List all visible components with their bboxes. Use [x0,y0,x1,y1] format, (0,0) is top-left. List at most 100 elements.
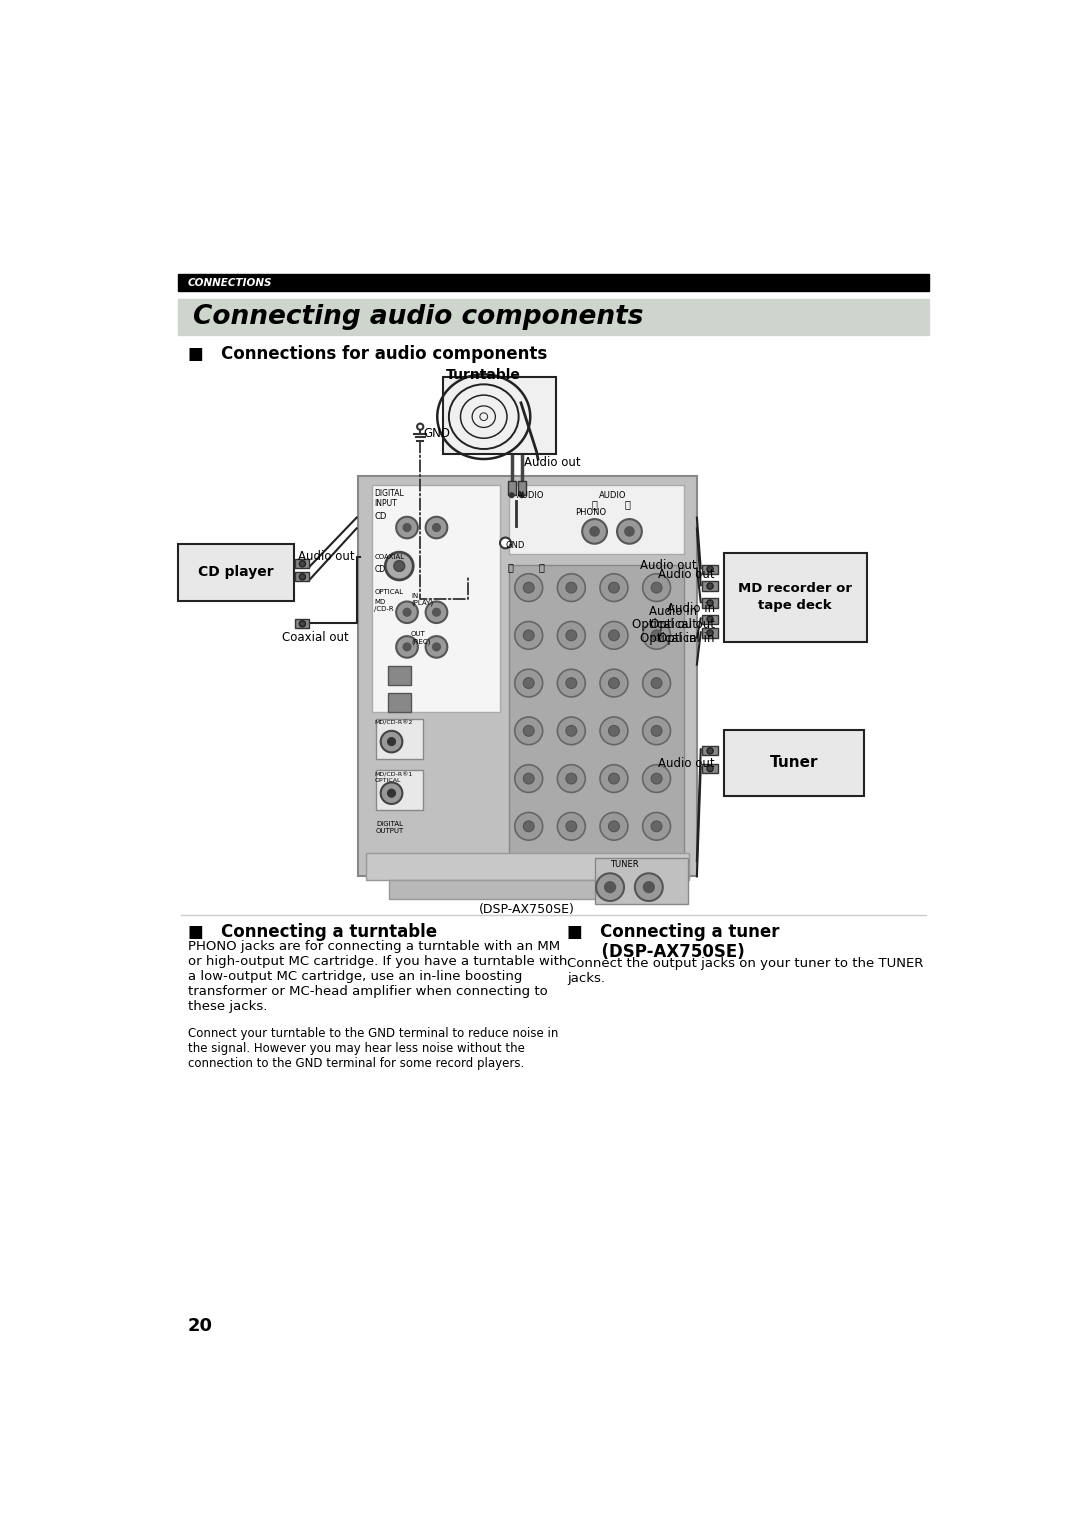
Circle shape [643,573,671,602]
Circle shape [515,573,542,602]
Text: Connect your turntable to the GND terminal to reduce noise in
the signal. Howeve: Connect your turntable to the GND termin… [188,1027,558,1070]
Circle shape [617,520,642,544]
Circle shape [566,630,577,640]
Text: DIGITAL
INPUT: DIGITAL INPUT [375,489,404,509]
Circle shape [608,773,619,784]
Circle shape [608,582,619,593]
Text: ■   Connecting a turntable: ■ Connecting a turntable [188,923,436,941]
Circle shape [608,630,619,640]
Circle shape [590,527,599,536]
Circle shape [651,678,662,689]
Circle shape [557,717,585,744]
Circle shape [651,821,662,831]
Bar [595,857,688,905]
Text: Audio out: Audio out [524,455,581,469]
Bar [389,880,666,900]
Circle shape [524,582,535,593]
Circle shape [566,726,577,736]
Circle shape [644,882,654,892]
Text: Ⓛ: Ⓛ [539,562,544,571]
Text: MD recorder or
tape deck: MD recorder or tape deck [739,582,852,611]
Circle shape [524,773,535,784]
Bar [724,730,864,796]
Circle shape [388,738,395,746]
Circle shape [380,782,403,804]
Text: MD
/CD-R: MD /CD-R [375,599,394,613]
Text: (DSP-AX750SE): (DSP-AX750SE) [480,903,575,917]
Text: Audio in: Audio in [649,605,697,619]
Circle shape [651,773,662,784]
Bar [376,718,422,758]
Text: Turntable: Turntable [446,368,522,382]
Bar [702,614,718,623]
Circle shape [524,726,535,736]
Text: AUDIO: AUDIO [598,492,626,500]
Text: IN
(PLAY): IN (PLAY) [410,593,433,607]
Circle shape [557,764,585,793]
Text: Tuner: Tuner [769,755,818,770]
Bar [296,559,309,568]
Circle shape [515,669,542,697]
Circle shape [651,630,662,640]
Text: GND: GND [423,426,450,440]
Circle shape [643,717,671,744]
Circle shape [396,602,418,623]
Circle shape [515,813,542,840]
Text: Optical in: Optical in [658,633,715,645]
Circle shape [403,643,410,651]
Circle shape [707,565,713,571]
Text: Coaxial out: Coaxial out [282,631,349,643]
Text: MD/CD-R®2: MD/CD-R®2 [375,721,413,726]
Circle shape [608,726,619,736]
Bar [510,564,684,857]
Circle shape [557,573,585,602]
Circle shape [643,813,671,840]
Text: Optical out: Optical out [650,619,715,631]
Circle shape [299,573,306,581]
Text: TUNER: TUNER [610,860,638,869]
Bar [702,582,718,591]
Bar [177,299,930,335]
Circle shape [643,669,671,697]
Circle shape [433,608,441,616]
Text: Ⓡ: Ⓡ [508,562,514,571]
Circle shape [643,764,671,793]
Bar [702,628,718,637]
Text: PHONO jacks are for connecting a turntable with an MM
or high-output MC cartridg: PHONO jacks are for connecting a turntab… [188,940,567,1013]
Circle shape [394,561,405,571]
Text: Audio out: Audio out [658,568,715,581]
Text: AUDIO: AUDIO [517,492,544,500]
Circle shape [600,764,627,793]
Text: OPTICAL: OPTICAL [375,590,404,594]
Circle shape [600,813,627,840]
Circle shape [396,636,418,657]
Text: Connect the output jacks on your tuner to the TUNER
jacks.: Connect the output jacks on your tuner t… [567,957,923,986]
Bar [443,377,556,454]
Circle shape [707,747,713,753]
Text: Optical in: Optical in [640,633,697,645]
Circle shape [600,573,627,602]
Text: CD player: CD player [198,565,273,579]
Text: COAXIAL: COAXIAL [375,555,405,561]
Circle shape [596,874,624,902]
Circle shape [651,726,662,736]
Circle shape [426,636,447,657]
Bar [296,571,309,582]
Circle shape [524,678,535,689]
Circle shape [519,494,524,498]
Circle shape [426,516,447,538]
Circle shape [566,773,577,784]
Circle shape [515,717,542,744]
Circle shape [600,622,627,649]
Circle shape [524,821,535,831]
Bar [376,770,422,810]
Circle shape [707,616,713,622]
Circle shape [396,516,418,538]
Bar [388,694,410,712]
Bar [359,475,697,877]
Bar [177,544,294,602]
Text: Audio in: Audio in [666,602,715,616]
Bar [702,746,718,755]
Bar [702,764,718,773]
Text: ■   Connections for audio components: ■ Connections for audio components [188,345,546,364]
